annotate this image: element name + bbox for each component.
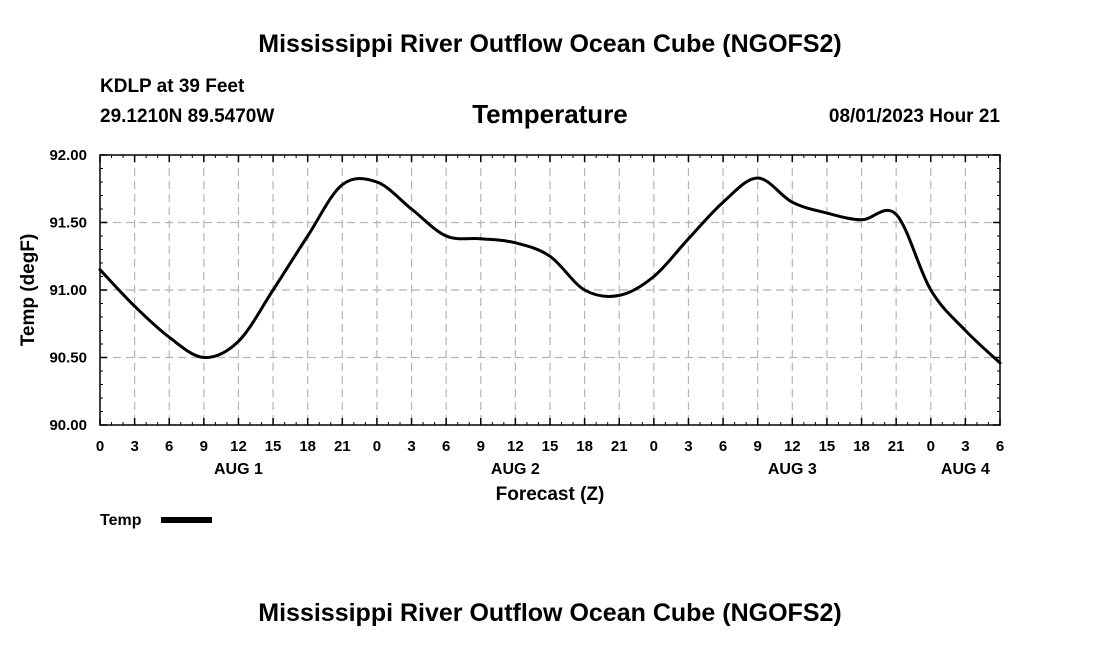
y-tick-label: 91.50 bbox=[49, 215, 87, 232]
x-tick-label: 6 bbox=[165, 438, 173, 455]
y-axis-label: Temp (degF) bbox=[18, 234, 39, 347]
x-axis-label: Forecast (Z) bbox=[496, 484, 605, 505]
axis-labels: 0 3 6 9 12 15 18 21 0 3 6 9 12 15 18 21 0 3 6 9 12 15 18 21 0 3 6A… bbox=[49, 147, 1004, 478]
day-label: AUG 2 bbox=[491, 461, 540, 478]
x-tick-label: 3 bbox=[684, 438, 692, 455]
x-tick-label: 0 bbox=[927, 438, 935, 455]
x-tick-label: 21 bbox=[334, 438, 351, 455]
x-tick-label: 18 bbox=[576, 438, 593, 455]
x-tick-label: 6 bbox=[996, 438, 1004, 455]
footer-title: Mississippi River Outflow Ocean Cube (NG… bbox=[258, 599, 842, 627]
y-tick-label: 91.00 bbox=[49, 282, 87, 299]
x-tick-label: 0 bbox=[373, 438, 381, 455]
x-tick-label: 12 bbox=[230, 438, 247, 455]
day-label: AUG 4 bbox=[941, 461, 990, 478]
legend-swatch bbox=[161, 517, 212, 523]
x-tick-label: 0 bbox=[96, 438, 104, 455]
y-tick-label: 92.00 bbox=[49, 147, 87, 164]
day-label: AUG 1 bbox=[214, 461, 263, 478]
station-coordinates: 29.1210N 89.5470W bbox=[100, 106, 275, 127]
x-tick-label: 12 bbox=[507, 438, 524, 455]
grid bbox=[100, 155, 1000, 425]
x-tick-label: 6 bbox=[442, 438, 450, 455]
x-tick-label: 0 bbox=[650, 438, 658, 455]
x-tick-label: 18 bbox=[299, 438, 316, 455]
x-tick-label: 3 bbox=[407, 438, 415, 455]
y-tick-label: 90.50 bbox=[49, 350, 87, 367]
x-tick-label: 21 bbox=[888, 438, 905, 455]
x-tick-label: 9 bbox=[754, 438, 762, 455]
x-tick-label: 15 bbox=[542, 438, 559, 455]
axis-ticks bbox=[99, 154, 1001, 426]
x-tick-label: 21 bbox=[611, 438, 628, 455]
station-label: KDLP at 39 Feet bbox=[100, 76, 245, 97]
chart-title: Mississippi River Outflow Ocean Cube (NG… bbox=[258, 30, 842, 58]
temp-series-line bbox=[98, 176, 1002, 365]
chart-subtitle: Temperature bbox=[472, 99, 628, 129]
x-tick-label: 18 bbox=[853, 438, 870, 455]
x-tick-label: 12 bbox=[784, 438, 801, 455]
x-tick-label: 6 bbox=[719, 438, 727, 455]
legend-label: Temp bbox=[100, 512, 142, 529]
forecast-datetime: 08/01/2023 Hour 21 bbox=[828, 106, 1000, 127]
x-tick-label: 9 bbox=[477, 438, 485, 455]
x-tick-label: 3 bbox=[961, 438, 969, 455]
x-tick-label: 9 bbox=[200, 438, 208, 455]
y-tick-label: 90.00 bbox=[49, 417, 87, 434]
x-tick-label: 15 bbox=[819, 438, 836, 455]
x-tick-label: 15 bbox=[265, 438, 282, 455]
x-tick-label: 3 bbox=[130, 438, 138, 455]
day-label: AUG 3 bbox=[768, 461, 817, 478]
